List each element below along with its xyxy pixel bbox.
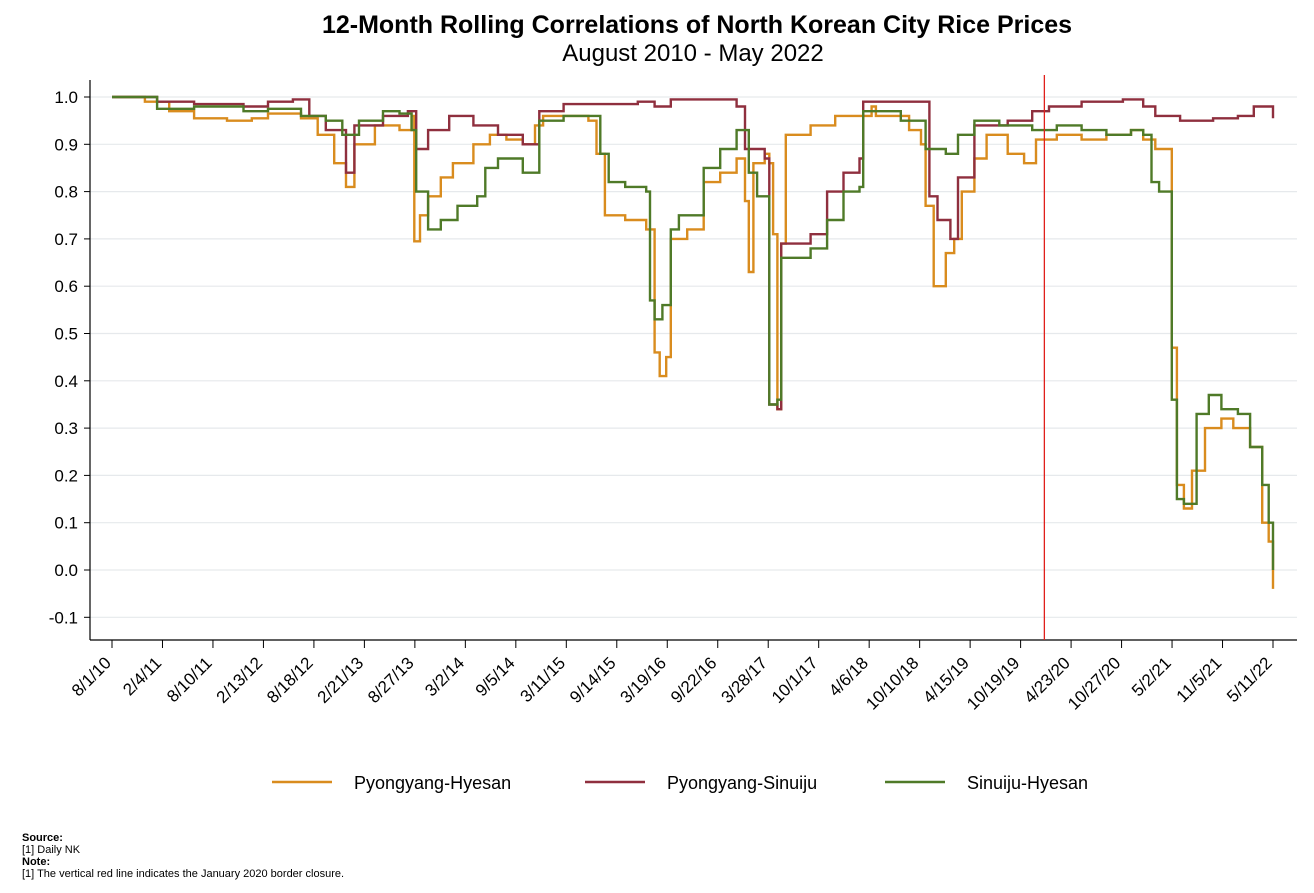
x-tick-label: 3/11/15: [516, 653, 569, 706]
legend-label: Sinuiju-Hyesan: [967, 773, 1088, 793]
legend-label: Pyongyang-Hyesan: [354, 773, 511, 793]
legend: Pyongyang-Hyesan Pyongyang-Sinuiju Sinuiju…: [272, 773, 1088, 793]
x-tick-label: 8/1/10: [68, 653, 115, 700]
y-tick-label: 0.5: [54, 325, 78, 344]
y-tick-label: 0.1: [54, 514, 78, 533]
series-line-sinuiju-hyesan: [112, 95, 1275, 570]
x-tick-label: 3/28/17: [717, 653, 771, 707]
x-tick-label: 3/19/16: [617, 653, 671, 707]
y-tick-label: 1.0: [54, 88, 78, 107]
x-tick-label: 9/14/15: [566, 653, 620, 707]
chart-title: 12-Month Rolling Correlations of North K…: [322, 11, 1072, 39]
y-tick-label: 0.6: [54, 277, 78, 296]
series-line-pyongyang-hyesan: [112, 95, 1275, 589]
chart-subtitle: August 2010 - May 2022: [562, 40, 824, 67]
x-tick-label: 10/1/17: [768, 653, 822, 707]
legend-label: Pyongyang-Sinuiju: [667, 773, 817, 793]
x-tick-label: 9/5/14: [472, 653, 519, 700]
y-tick-label: 0.4: [54, 372, 78, 391]
y-tick-label: 0.8: [54, 183, 78, 202]
x-tick-label: 8/10/11: [163, 653, 216, 706]
y-tick-label: 0.0: [54, 561, 78, 580]
x-tick-label: 5/11/22: [1223, 653, 1276, 706]
x-tick-label: 10/19/19: [963, 653, 1023, 713]
x-tick-label: 5/2/21: [1128, 653, 1175, 700]
y-tick-label: -0.1: [49, 608, 78, 627]
x-axis: 8/1/10 2/4/118/10/112/13/128/18/122/21/13…: [68, 639, 1297, 714]
grid-lines: [90, 96, 1297, 618]
x-tick-label: 3/2/14: [421, 653, 468, 700]
series-lines: [112, 95, 1275, 589]
x-tick-label: 4/6/18: [825, 653, 872, 700]
x-tick-label: 9/22/16: [667, 653, 721, 707]
x-tick-label: 2/13/12: [213, 653, 267, 707]
source-label: Source:: [22, 832, 63, 844]
x-tick-label: 10/10/18: [862, 653, 922, 713]
y-tick-label: 0.7: [54, 230, 78, 249]
x-tick-label: 8/18/12: [263, 653, 317, 707]
chart-notes: Source: [1] Daily NK Note: [1] The verti…: [22, 832, 344, 880]
y-tick-label: 0.9: [54, 135, 78, 154]
x-tick-label: 2/4/11: [119, 653, 165, 699]
y-tick-label: 0.3: [54, 419, 78, 438]
note-text: [1] The vertical red line indicates the …: [22, 868, 345, 880]
y-axis: 1.0 0.9 0.8 0.7 0.6 0.5 0.4 0.3 0.2 0.1 0.0 -0.1: [49, 80, 91, 640]
x-tick-label: 2/21/13: [314, 653, 368, 707]
series-line-pyongyang-sinuiju: [112, 95, 1275, 411]
y-tick-label: 0.2: [54, 466, 78, 485]
source-text: [1] Daily NK: [22, 844, 81, 856]
note-label: Note:: [22, 856, 51, 868]
x-tick-label: 8/27/13: [364, 653, 418, 707]
x-tick-label: 10/27/20: [1064, 653, 1124, 713]
x-tick-label: 11/5/21: [1173, 653, 1226, 706]
